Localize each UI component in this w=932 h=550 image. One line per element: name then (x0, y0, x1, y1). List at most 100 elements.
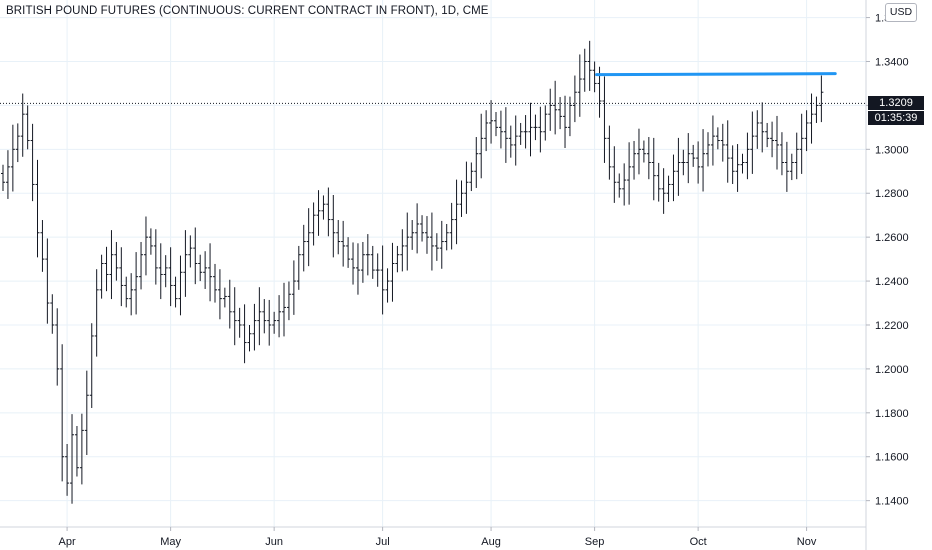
ohlc-bar (321, 195, 326, 220)
ohlc-bar (15, 123, 20, 163)
ohlc-bar (252, 303, 257, 351)
ohlc-bar (212, 263, 217, 303)
horizontal-trend-line[interactable] (595, 72, 837, 77)
ohlc-bar (415, 203, 420, 254)
price-tick-label: 1.2000 (875, 364, 909, 376)
ohlc-bar (449, 202, 454, 250)
ohlc-bar (671, 154, 676, 202)
ohlc-bar (237, 307, 242, 338)
ohlc-bar (153, 229, 158, 285)
ohlc-bar (503, 107, 508, 163)
ohlc-bar (163, 255, 168, 288)
ohlc-bar (351, 242, 356, 285)
ohlc-bar (523, 115, 528, 149)
ohlc-bar (582, 48, 587, 92)
ohlc-bar (306, 208, 311, 267)
ohlc-bar (696, 141, 701, 184)
ohlc-bar (494, 111, 498, 137)
ohlc-bar (400, 229, 405, 272)
ohlc-bar (710, 115, 715, 166)
ohlc-bar (799, 113, 804, 174)
last-price-badge: 1.3209 (868, 96, 924, 111)
ohlc-bar (651, 137, 656, 201)
ohlc-bar (779, 132, 784, 176)
ohlc-bar (760, 102, 765, 153)
ohlc-bars (1, 40, 824, 504)
ohlc-bar (119, 247, 124, 307)
ohlc-bar (346, 237, 351, 268)
ohlc-bar (45, 238, 50, 324)
ohlc-bar (804, 110, 809, 152)
ohlc-bar (10, 124, 15, 192)
ohlc-bar (627, 142, 632, 205)
ohlc-bar (420, 215, 425, 242)
ohlc-bar (360, 241, 365, 283)
ohlc-bar (99, 254, 104, 299)
ohlc-bar (632, 140, 637, 180)
ohlc-bar (232, 287, 237, 346)
ohlc-bar (55, 308, 60, 386)
ohlc-bar (681, 149, 686, 176)
ohlc-bar (282, 282, 287, 337)
time-tick-label: May (160, 536, 181, 548)
ohlc-bar (641, 140, 646, 163)
ohlc-bar (587, 40, 592, 91)
ohlc-bar (129, 273, 134, 316)
ohlc-bar (691, 144, 696, 167)
ohlc-bar (528, 102, 533, 157)
ohlc-bar (188, 235, 193, 268)
ohlc-bar (543, 105, 548, 141)
ohlc-bar (484, 110, 489, 152)
currency-button[interactable]: USD (885, 3, 917, 22)
ohlc-bar (701, 129, 706, 192)
time-tick-label: Aug (481, 536, 501, 548)
ohlc-bar (114, 241, 119, 281)
ohlc-bar (666, 175, 671, 203)
ohlc-bar (227, 279, 232, 329)
price-tick-label: 1.3400 (875, 56, 909, 68)
ohlc-bar (217, 269, 222, 320)
ohlc-bar (109, 230, 114, 300)
ohlc-bar (158, 243, 163, 300)
ohlc-bar (296, 245, 301, 290)
ohlc-bar (286, 281, 291, 321)
ohlc-bar (513, 115, 518, 166)
time-tick-label: Sep (585, 536, 605, 548)
time-tick-label: Jun (265, 536, 283, 548)
time-tick-label: Jul (376, 536, 390, 548)
ohlc-bar (331, 194, 336, 258)
ohlc-bar (134, 252, 139, 315)
ohlc-bar (30, 123, 35, 202)
ohlc-bar (592, 61, 597, 93)
ohlc-bar (429, 212, 434, 271)
ohlc-bar (469, 162, 474, 192)
ohlc-bar (291, 260, 296, 315)
ohlc-bar (60, 344, 65, 482)
ohlc-bar (533, 114, 538, 141)
ohlc-bar (572, 75, 577, 123)
ohlc-bar (518, 122, 523, 145)
ohlc-bar (715, 127, 720, 150)
ohlc-bar (819, 75, 824, 123)
ohlc-bar (198, 254, 203, 282)
ohlc-bar (124, 276, 129, 308)
price-tick-label: 1.1800 (875, 408, 909, 420)
ohlc-bar (765, 122, 770, 148)
ohlc-bar (193, 227, 198, 285)
ohlc-bar (705, 132, 710, 167)
time-axis-ticks: Apr May Jun Jul Aug Sep Oct Nov (59, 527, 817, 548)
ohlc-bar (607, 125, 612, 180)
ohlc-bar (168, 247, 173, 307)
ohlc-bar (277, 295, 282, 338)
chart-title: BRITISH POUND FUTURES (CONTINUOUS: CURRE… (6, 5, 489, 17)
ohlc-bar (148, 228, 153, 255)
ohlc-bar (5, 150, 10, 199)
ohlc-bar (395, 245, 400, 273)
ohlc-bar (341, 220, 346, 267)
ohlc-bar (636, 128, 641, 175)
ohlc-bar (355, 243, 360, 295)
ohlc-bar (272, 311, 277, 334)
ohlc-bar (567, 96, 572, 137)
ohlc-bar (35, 159, 40, 258)
